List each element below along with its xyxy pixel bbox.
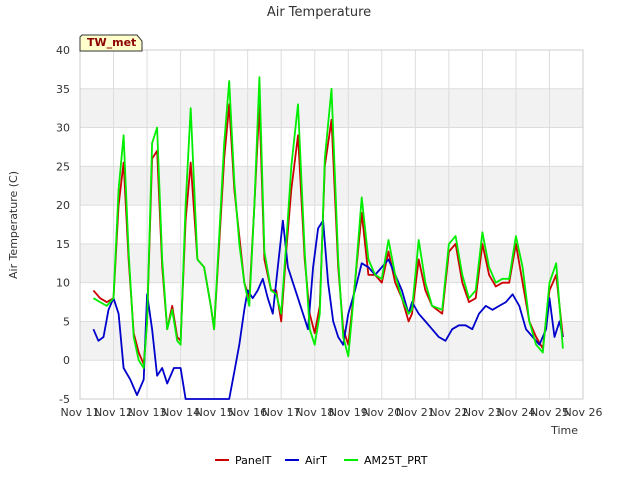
x-tick-label: Nov 25 (530, 406, 569, 419)
y-tick-label: 30 (56, 122, 70, 135)
x-tick-label: Nov 19 (329, 406, 368, 419)
x-tick-label: Nov 11 (61, 406, 100, 419)
y-tick-label: 15 (56, 238, 70, 251)
x-tick-label: Nov 21 (396, 406, 435, 419)
legend-label: PanelT (235, 454, 272, 467)
y-tick-label: 40 (56, 44, 70, 57)
x-tick-label: Nov 13 (128, 406, 167, 419)
y-tick-label: 35 (56, 83, 70, 96)
x-tick-label: Nov 24 (496, 406, 535, 419)
legend: PanelT AirT AM25T_PRT (215, 454, 428, 467)
site-badge-label: TW_met (87, 36, 136, 49)
x-tick-label: Nov 18 (295, 406, 334, 419)
site-badge: TW_met (79, 34, 143, 52)
y-axis-ticks: -5 0 5 10 15 20 25 30 35 40 (56, 44, 70, 406)
x-tick-label: Nov 20 (362, 406, 401, 419)
series-line-am25t_prt (92, 76, 564, 369)
x-tick-label: Nov 14 (161, 406, 200, 419)
x-tick-label: Nov 15 (195, 406, 234, 419)
plot-band (80, 321, 583, 361)
y-tick-label: -5 (59, 393, 70, 406)
plot-band (80, 166, 583, 206)
plot-band (80, 243, 583, 283)
site-badge-shape (79, 34, 143, 52)
y-tick-label: 25 (56, 160, 70, 173)
series-line-airt (92, 219, 564, 400)
x-tick-label: Nov 17 (262, 406, 301, 419)
x-tick-label: Nov 12 (94, 406, 133, 419)
legend-label: AirT (305, 454, 327, 467)
x-tick-label: Nov 16 (228, 406, 267, 419)
plot-area-frame (79, 49, 584, 400)
legend-label: AM25T_PRT (364, 454, 428, 467)
x-tick-label: Nov 22 (429, 406, 468, 419)
x-axis-label: Time (550, 424, 578, 437)
series-lines (92, 76, 564, 400)
y-tick-label: 0 (63, 354, 70, 367)
y-tick-label: 20 (56, 199, 70, 212)
y-axis-label: Air Temperature (C) (7, 171, 20, 279)
x-tick-label: Nov 23 (463, 406, 502, 419)
x-tick-label: Nov 26 (564, 406, 603, 419)
chart-title: Air Temperature (267, 5, 371, 20)
y-tick-label: 5 (63, 315, 70, 328)
y-tick-label: 10 (56, 277, 70, 290)
